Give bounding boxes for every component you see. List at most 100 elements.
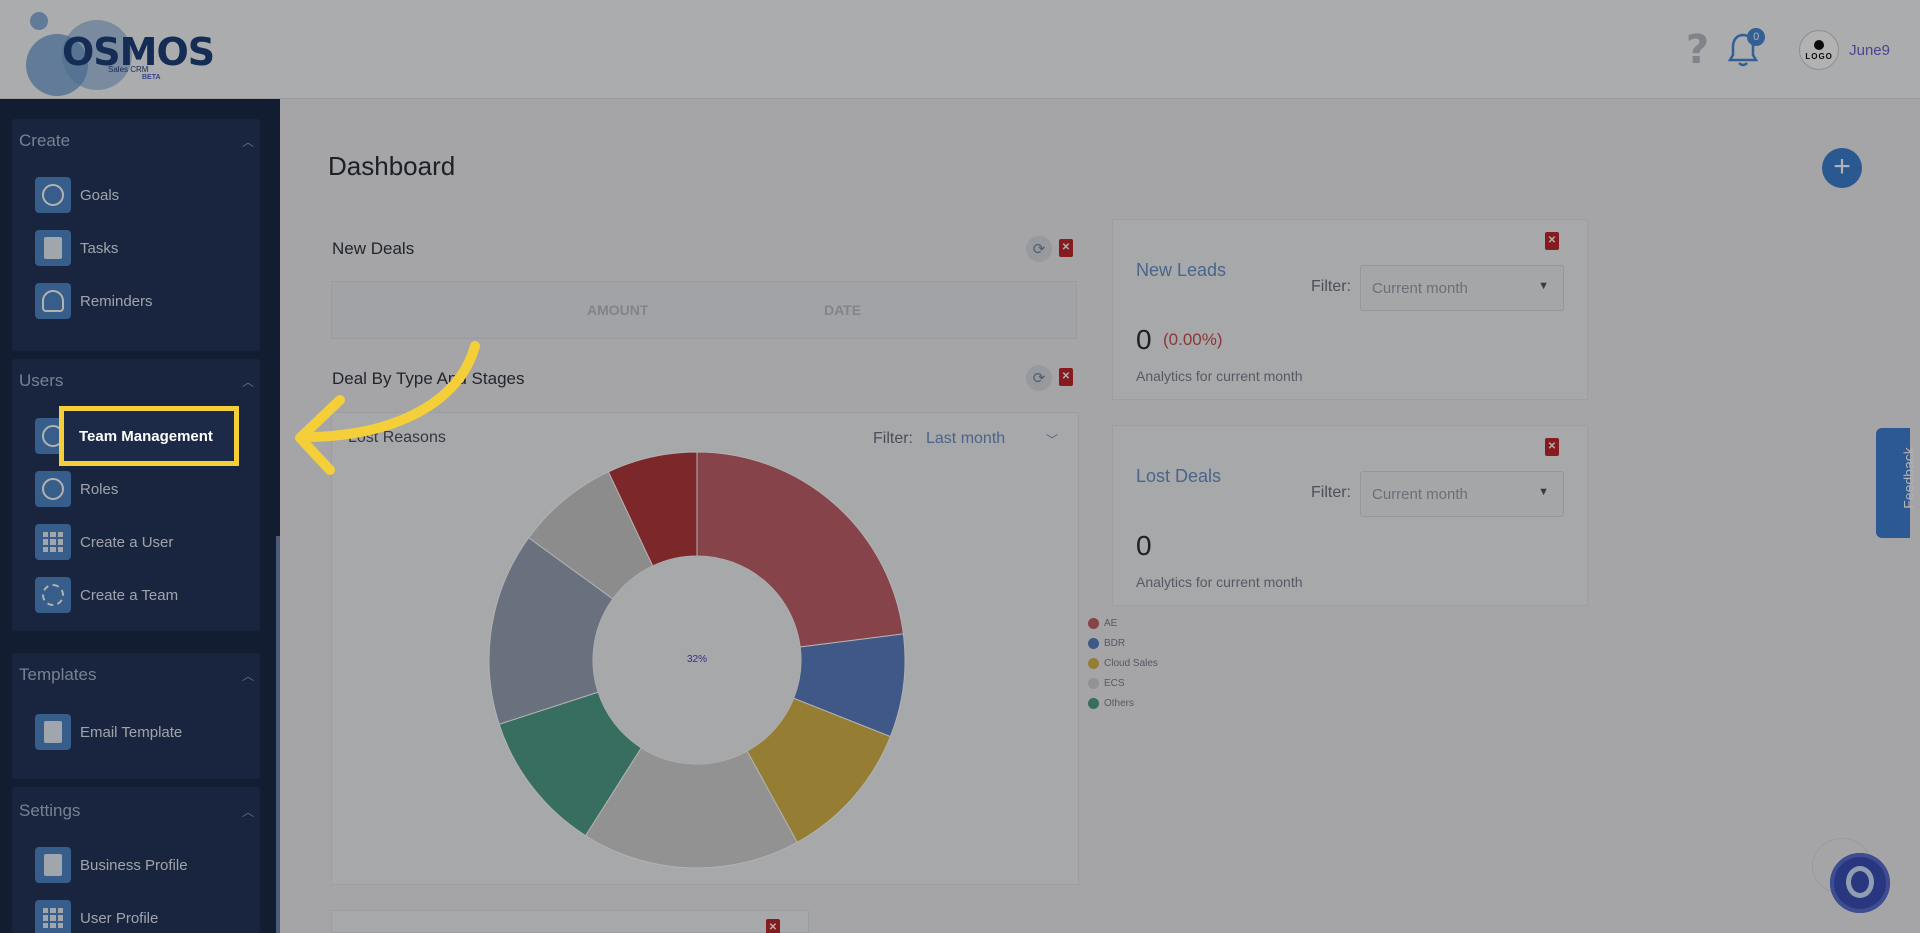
- sidebar-group-templates: Templates ︿ Email Template: [12, 653, 260, 779]
- sidebar-group-title[interactable]: Create: [19, 131, 71, 150]
- legend-item[interactable]: ECS: [1088, 673, 1158, 693]
- sidebar-group-title[interactable]: Users: [19, 371, 64, 390]
- sidebar-item-label: Create a Team: [80, 586, 179, 604]
- brand-subtitle: Sales CRM: [108, 65, 149, 74]
- brand-beta: BETA: [142, 74, 161, 81]
- notification-count: 0: [1747, 28, 1766, 46]
- filter-label: Filter:: [1311, 484, 1351, 501]
- target-icon: [35, 177, 71, 213]
- chevron-up-icon[interactable]: ︿: [241, 669, 254, 683]
- legend-swatch: [1088, 697, 1099, 709]
- refresh-icon[interactable]: ⟳: [1026, 236, 1052, 262]
- grid-icon: [35, 900, 71, 933]
- avatar-logo-text: LOGO: [1805, 51, 1833, 61]
- logo-bubble: [30, 12, 48, 30]
- refresh-icon[interactable]: ⟳: [1026, 365, 1052, 391]
- chevron-up-icon[interactable]: ︿: [241, 135, 254, 149]
- filter-dropdown[interactable]: Last month: [926, 430, 1006, 447]
- sidebar-group-title[interactable]: Settings: [19, 801, 81, 820]
- sidebar-item-email-template[interactable]: Email Template: [35, 713, 182, 751]
- legend-label: Cloud Sales: [1104, 657, 1158, 669]
- bell-icon: [35, 283, 71, 319]
- sidebar-item-reminders[interactable]: Reminders: [35, 282, 153, 320]
- legend-label: AE: [1104, 617, 1118, 629]
- new-leads-value: 0: [1136, 324, 1152, 355]
- sidebar-item-roles[interactable]: Roles: [35, 470, 118, 508]
- lost-deals-card: ✕ Lost Deals Filter: Current month ▼ 0 A…: [1112, 425, 1588, 606]
- new-leads-filter-select[interactable]: Current month ▼: [1360, 265, 1564, 311]
- widget-card-partial: ✕: [331, 910, 809, 933]
- column-header-amount[interactable]: AMOUNT: [587, 302, 649, 318]
- legend-label: BDR: [1104, 637, 1126, 649]
- select-value: Current month: [1372, 280, 1468, 297]
- sidebar: Create ︿ Goals Tasks Reminders Users ︿ T…: [0, 99, 280, 933]
- legend-label: Others: [1104, 697, 1135, 709]
- new-leads-card: ✕ New Leads Filter: Current month ▼ 0 (0…: [1112, 219, 1588, 400]
- sidebar-item-user-profile[interactable]: User Profile: [35, 899, 158, 933]
- chevron-down-icon[interactable]: ﹀: [1046, 433, 1059, 447]
- sidebar-item-label: User Profile: [80, 909, 159, 927]
- sidebar-group-create: Create ︿ Goals Tasks Reminders: [12, 119, 260, 351]
- sidebar-item-create-team[interactable]: Create a Team: [35, 576, 178, 614]
- sidebar-item-label: Create a User: [80, 533, 174, 551]
- caret-down-icon: ▼: [1538, 486, 1549, 498]
- legend-item[interactable]: AE: [1088, 613, 1158, 633]
- delete-icon[interactable]: ✕: [1059, 239, 1073, 257]
- gear-icon: [35, 577, 71, 613]
- caret-down-icon: ▼: [1538, 280, 1549, 292]
- target-icon: [35, 471, 71, 507]
- header-actions: ? 0 LOGO June9: [1685, 27, 1890, 73]
- sidebar-item-label: Business Profile: [80, 856, 188, 874]
- add-widget-button[interactable]: +: [1822, 148, 1862, 188]
- chevron-up-icon[interactable]: ︿: [241, 805, 254, 819]
- column-header-date[interactable]: DATE: [824, 302, 862, 318]
- chat-launcher-button[interactable]: [1830, 853, 1890, 913]
- sidebar-group-settings: Settings ︿ Business Profile User Profile: [12, 787, 260, 933]
- new-leads-note: Analytics for current month: [1136, 368, 1303, 384]
- delete-icon[interactable]: ✕: [1545, 232, 1559, 250]
- checklist-icon: [35, 230, 71, 266]
- legend-item[interactable]: BDR: [1088, 633, 1158, 653]
- delete-icon[interactable]: ✕: [1545, 438, 1559, 456]
- deal-stages-card: Lost Reasons Filter: Last month ﹀ 32%: [331, 412, 1079, 885]
- user-name[interactable]: June9: [1849, 41, 1890, 59]
- brand-name: OSMOS: [62, 30, 215, 74]
- highlight-label: Team Management: [79, 427, 213, 445]
- help-icon[interactable]: ?: [1685, 27, 1710, 73]
- lost-deals-value: 0: [1136, 530, 1152, 561]
- filter-label: Filter:: [1311, 278, 1351, 295]
- osmos-logo[interactable]: OSMOS Sales CRM BETA: [24, 8, 215, 96]
- notification-bell[interactable]: 0: [1727, 28, 1766, 68]
- legend-label: ECS: [1104, 677, 1125, 689]
- sidebar-group-title[interactable]: Templates: [19, 665, 97, 684]
- lost-deals-filter-select[interactable]: Current month ▼: [1360, 471, 1564, 517]
- legend-item[interactable]: Cloud Sales: [1088, 653, 1158, 673]
- legend-swatch: [1088, 637, 1099, 649]
- donut-hole: [593, 556, 801, 764]
- delete-icon[interactable]: ✕: [1059, 368, 1073, 386]
- highlight-team-management[interactable]: Team Management: [59, 406, 239, 466]
- feedback-tab[interactable]: Feedback: [1876, 428, 1917, 538]
- sidebar-item-label: Tasks: [80, 239, 119, 257]
- sidebar-item-tasks[interactable]: Tasks: [35, 229, 118, 267]
- lost-deals-title[interactable]: Lost Deals: [1136, 466, 1222, 486]
- select-value: Current month: [1372, 486, 1468, 503]
- avatar[interactable]: LOGO: [1799, 30, 1840, 70]
- top-header: OSMOS Sales CRM BETA ? 0 LOGO June9: [0, 0, 1920, 99]
- donut-center-label: 32%: [687, 654, 707, 665]
- legend-item[interactable]: Others: [1088, 693, 1158, 713]
- chevron-up-icon[interactable]: ︿: [241, 375, 254, 389]
- sidebar-item-label: Goals: [80, 186, 120, 204]
- feedback-label: Feedback: [1900, 447, 1917, 509]
- sidebar-item-business-profile[interactable]: Business Profile: [35, 846, 188, 884]
- lost-deals-note: Analytics for current month: [1136, 574, 1303, 590]
- pointer-arrow-icon: [295, 341, 480, 475]
- delete-icon[interactable]: ✕: [766, 919, 780, 933]
- new-leads-title[interactable]: New Leads: [1136, 260, 1227, 280]
- sidebar-item-label: Email Template: [80, 723, 183, 741]
- sidebar-item-goals[interactable]: Goals: [35, 176, 119, 214]
- sidebar-item-create-user[interactable]: Create a User: [35, 523, 173, 561]
- sidebar-item-label: Roles: [80, 480, 119, 498]
- sidebar-scrollbar[interactable]: [276, 536, 280, 933]
- donut-chart: 32%: [488, 451, 906, 869]
